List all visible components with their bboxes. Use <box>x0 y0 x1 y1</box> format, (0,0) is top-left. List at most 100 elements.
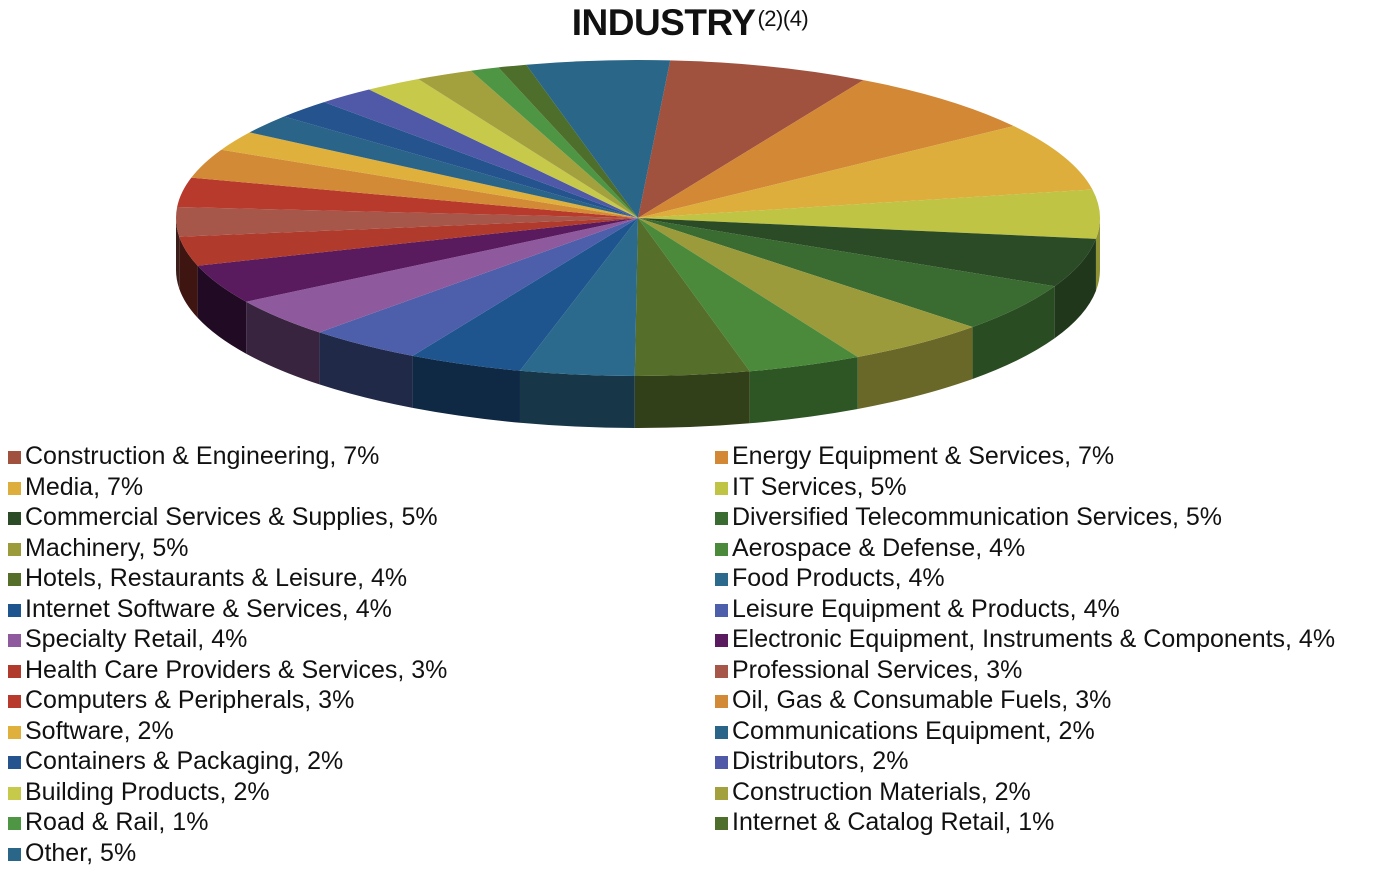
legend-item: Containers & Packaging, 2% <box>8 746 343 776</box>
legend-label: Internet & Catalog Retail, 1% <box>732 808 1055 836</box>
legend-label: Oil, Gas & Consumable Fuels, 3% <box>732 686 1112 714</box>
pie-slice-3 <box>638 189 1100 239</box>
legend-swatch <box>8 603 21 617</box>
pie-slice-12 <box>246 218 638 333</box>
legend-swatch <box>8 573 21 586</box>
legend-swatch <box>715 756 728 769</box>
legend-item: Distributors, 2% <box>715 746 908 776</box>
pie-side-8 <box>634 371 750 428</box>
legend-item: Media, 7% <box>8 472 143 502</box>
pie-slice-25 <box>498 64 638 219</box>
legend-item: Other, 5% <box>8 838 136 868</box>
legend-label: Distributors, 2% <box>732 747 909 775</box>
legend-swatch <box>8 481 21 495</box>
legend-label: Hotels, Restaurants & Leisure, 4% <box>25 564 408 592</box>
legend-label: IT Services, 5% <box>732 472 907 501</box>
legend-item: Energy Equipment & Services, 7% <box>715 441 1114 471</box>
pie-slice-0 <box>638 60 864 218</box>
legend-item: Machinery, 5% <box>8 533 189 563</box>
legend-item: Internet & Catalog Retail, 1% <box>715 807 1054 837</box>
pie-side-12 <box>246 301 320 385</box>
legend-item: Health Care Providers & Services, 3% <box>8 655 447 685</box>
pie-side-13 <box>197 265 247 354</box>
legend-item: Food Products, 4% <box>715 563 945 593</box>
legend-swatch <box>715 817 728 830</box>
pie-side-15 <box>176 218 180 289</box>
pie-slice-19 <box>249 116 638 218</box>
pie-slice-6 <box>638 218 973 357</box>
pie-side-10 <box>412 355 520 423</box>
legend-swatch <box>8 451 21 464</box>
legend-label: Construction & Engineering, 7% <box>25 442 380 470</box>
legend-label: Communications Equipment, 2% <box>732 716 1095 745</box>
legend-item: Oil, Gas & Consumable Fuels, 3% <box>715 685 1111 715</box>
pie-side-9 <box>519 370 635 428</box>
legend-item: Professional Services, 3% <box>715 655 1022 685</box>
legend-label: Construction Materials, 2% <box>732 777 1031 806</box>
pie-slice-1 <box>638 80 1014 218</box>
pie-side-6 <box>857 326 973 409</box>
legend-item: Aerospace & Defense, 4% <box>715 533 1025 563</box>
legend-label: Energy Equipment & Services, 7% <box>732 442 1115 470</box>
legend-swatch <box>8 786 21 800</box>
pie-chart <box>176 59 1100 428</box>
pie-slice-15 <box>176 206 638 237</box>
pie-slice-2 <box>638 126 1093 218</box>
legend-label: Media, 7% <box>25 472 144 501</box>
legend-item: Specialty Retail, 4% <box>8 624 247 654</box>
legend-label: Other, 5% <box>25 838 137 867</box>
legend-swatch <box>715 725 728 739</box>
pie-slice-20 <box>284 102 638 218</box>
pie-slice-21 <box>324 89 638 218</box>
legend-swatch <box>715 695 728 708</box>
pie-slice-16 <box>177 177 638 218</box>
legend-item: Electronic Equipment, Instruments & Comp… <box>715 624 1335 654</box>
legend-swatch <box>715 786 728 800</box>
pie-slice-14 <box>179 218 638 266</box>
legend-item: IT Services, 5% <box>715 472 907 502</box>
legend-label: Professional Services, 3% <box>732 655 1023 684</box>
legend-swatch <box>8 542 21 556</box>
chart-title-footnote: (2)(4) <box>757 6 809 31</box>
pie-slice-18 <box>221 132 638 218</box>
legend-label: Specialty Retail, 4% <box>25 625 248 653</box>
legend-swatch <box>715 664 728 678</box>
legend-swatch <box>8 725 21 739</box>
chart-legend: Construction & Engineering, 7% Energy Equ… <box>0 440 1380 874</box>
pie-slice-26 <box>526 59 671 218</box>
legend-label: Containers & Packaging, 2% <box>25 747 344 775</box>
legend-item: Leisure Equipment & Products, 4% <box>715 594 1120 624</box>
legend-label: Machinery, 5% <box>25 533 189 562</box>
legend-label: Computers & Peripherals, 3% <box>25 686 355 714</box>
legend-item: Commercial Services & Supplies, 5% <box>8 502 438 532</box>
pie-slice-17 <box>191 149 639 218</box>
pie-slice-22 <box>369 79 638 218</box>
legend-swatch <box>8 756 21 769</box>
legend-swatch <box>8 512 21 525</box>
legend-item: Construction Materials, 2% <box>715 777 1031 807</box>
pie-slice-8 <box>634 218 750 376</box>
legend-label: Internet Software & Services, 4% <box>25 594 392 623</box>
pie-slice-5 <box>638 218 1055 327</box>
legend-label: Commercial Services & Supplies, 5% <box>25 503 438 531</box>
pie-side-3 <box>1095 218 1100 291</box>
legend-swatch <box>8 695 21 708</box>
pie-slice-9 <box>519 218 638 376</box>
pie-sides <box>176 218 1100 428</box>
legend-label: Food Products, 4% <box>732 564 945 592</box>
legend-label: Electronic Equipment, Instruments & Comp… <box>732 625 1336 653</box>
legend-label: Diversified Telecommunication Services, … <box>732 503 1223 531</box>
pie-slice-13 <box>197 218 638 302</box>
legend-label: Aerospace & Defense, 4% <box>732 533 1026 562</box>
legend-swatch <box>8 664 21 678</box>
legend-swatch <box>8 817 21 830</box>
pie-side-4 <box>1054 238 1096 339</box>
pie-side-11 <box>319 332 413 408</box>
legend-item: Diversified Telecommunication Services, … <box>715 502 1222 532</box>
legend-label: Road & Rail, 1% <box>25 808 209 836</box>
legend-swatch <box>715 573 728 586</box>
legend-label: Health Care Providers & Services, 3% <box>25 655 448 684</box>
pie-side-7 <box>749 356 858 424</box>
chart-title: INDUSTRY(2)(4) <box>0 2 1380 44</box>
pie-slice-7 <box>638 218 858 372</box>
